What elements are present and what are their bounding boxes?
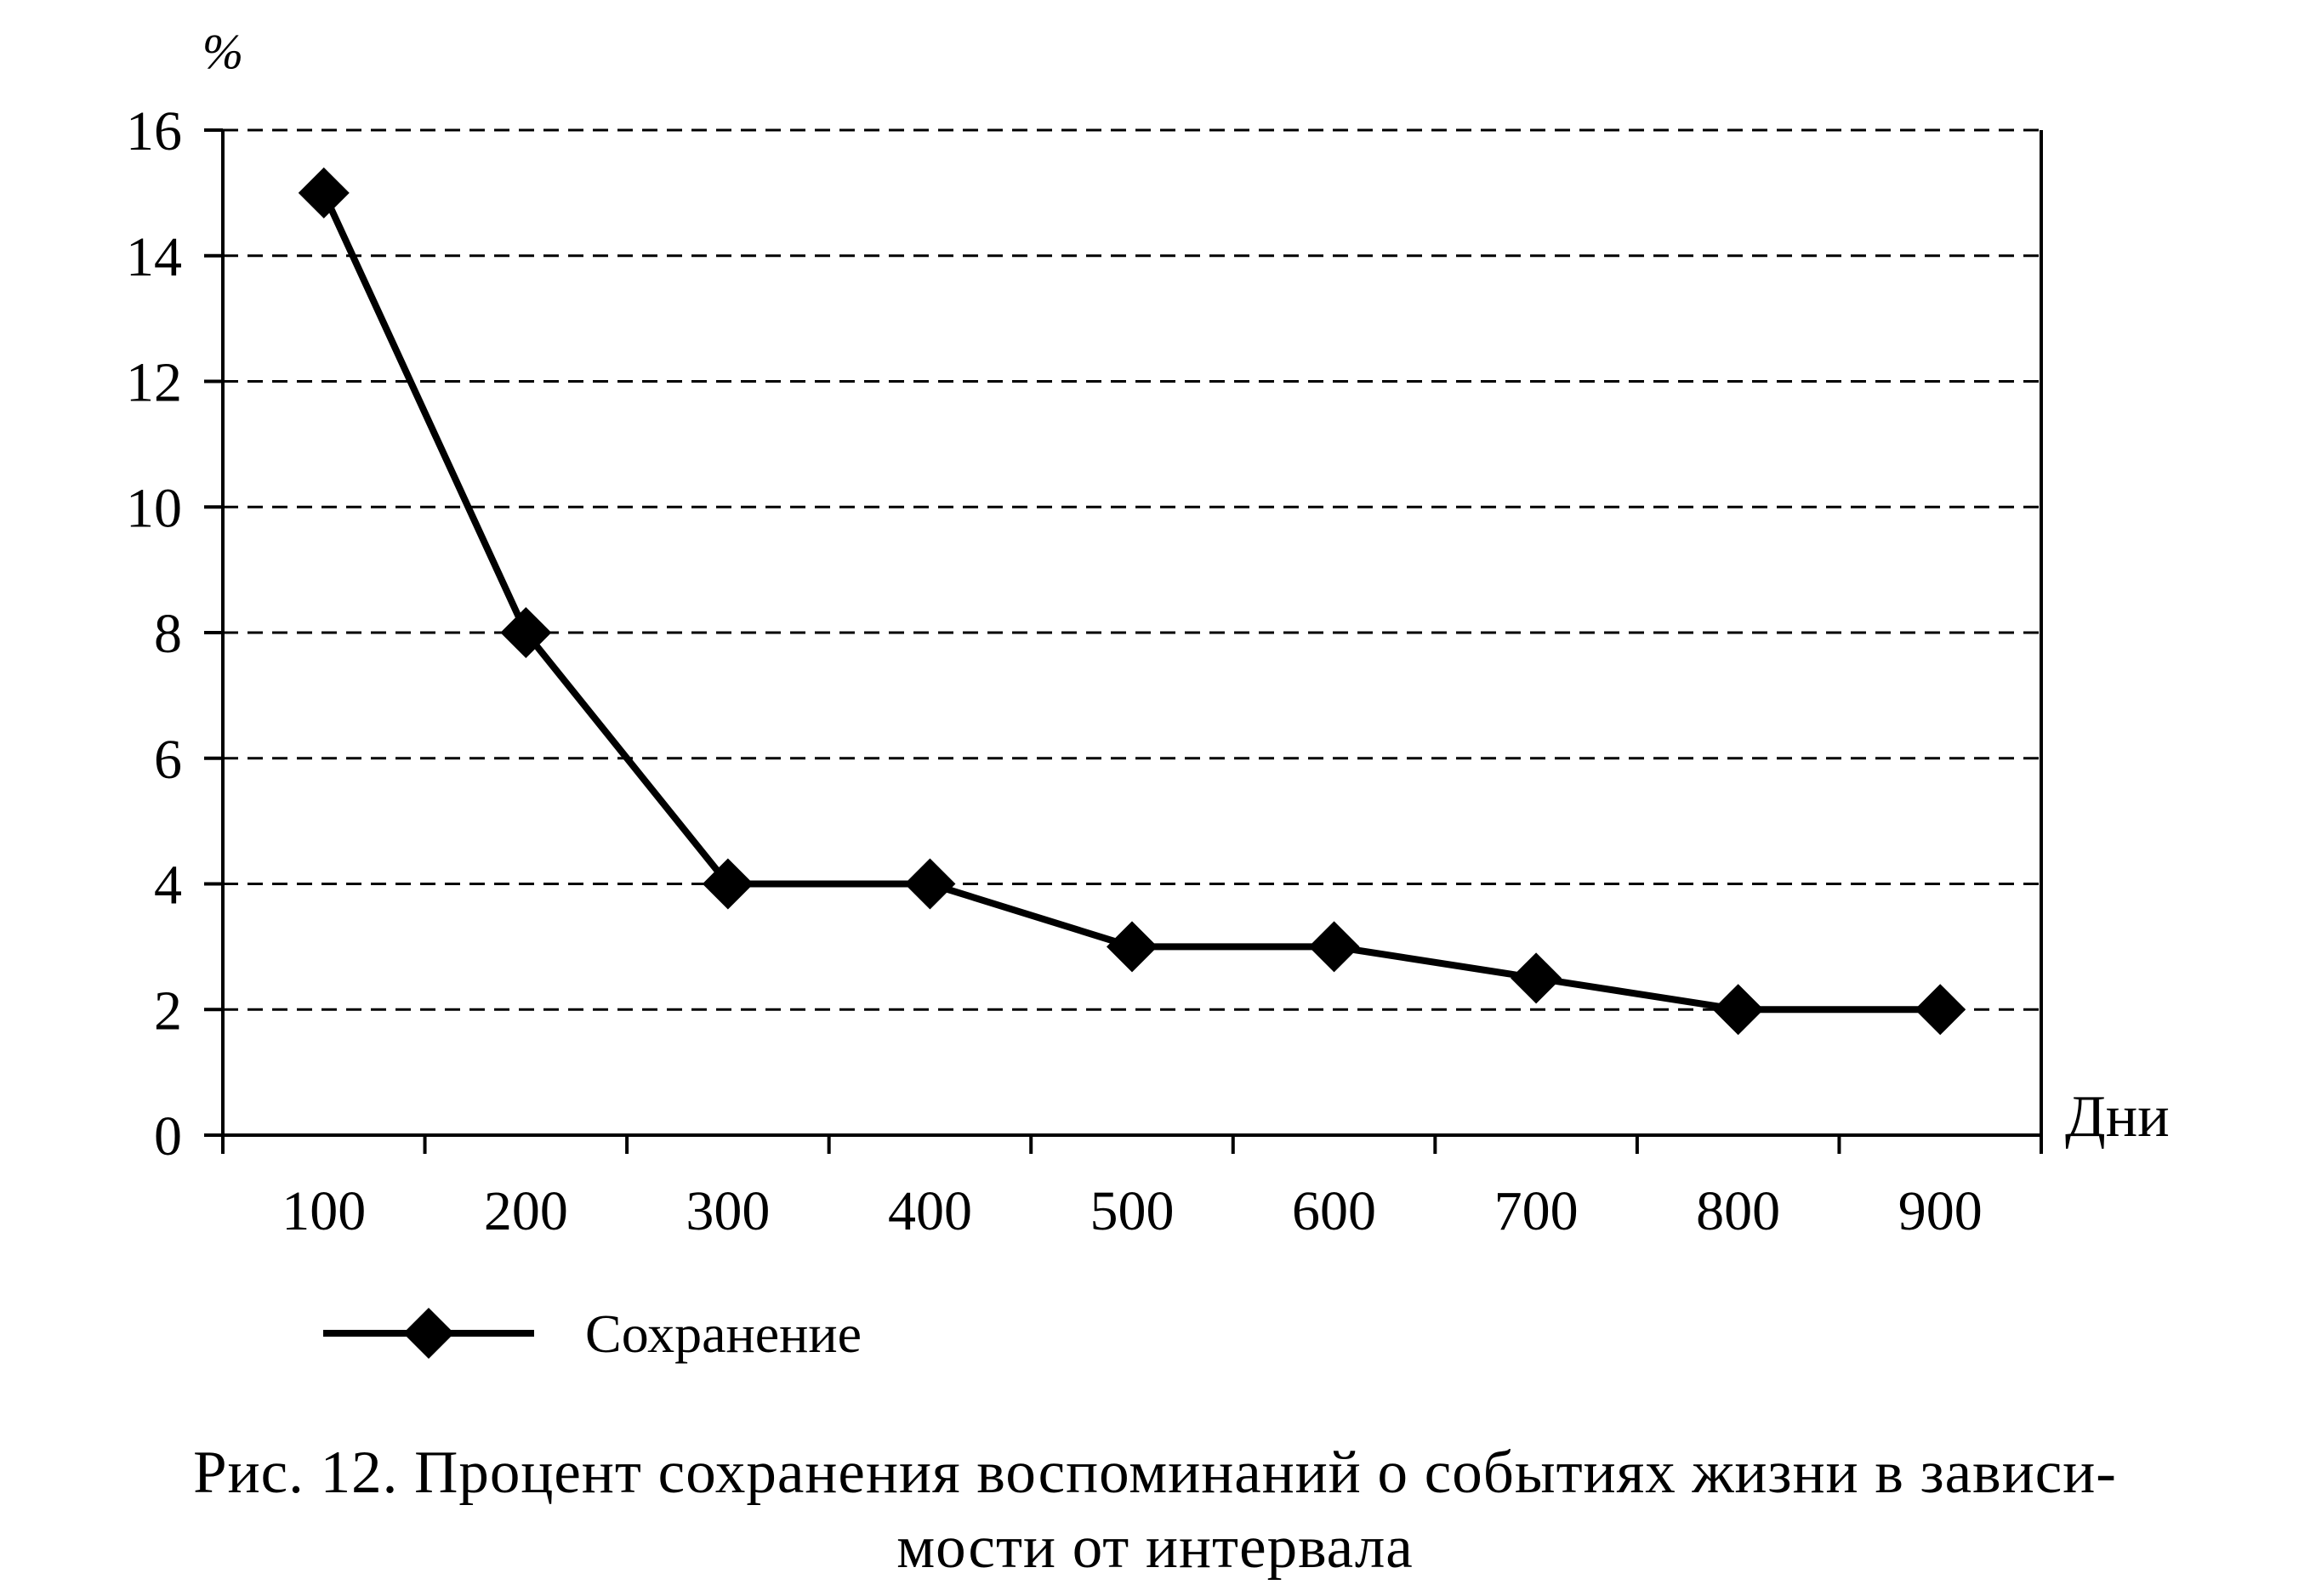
legend: Сохранение: [323, 1303, 862, 1364]
series-line: [321, 191, 1941, 1014]
data-point-200: [500, 607, 552, 658]
data-point-100: [298, 167, 350, 219]
y-tick-label-4: 4: [154, 855, 182, 917]
y-tick-label-0: 0: [154, 1105, 182, 1167]
y-tick-label-14: 14: [126, 226, 182, 288]
x-tick-label-800: 800: [1696, 1180, 1780, 1242]
data-point-500: [1107, 921, 1158, 973]
axis-labels: 0 2 4 6 8 10 12 14 16 100 200 300 400 500 600 700 800 900…: [126, 24, 2170, 1242]
data-point-700: [1511, 952, 1562, 1004]
data-point-800: [1712, 984, 1764, 1036]
y-tick-label-2: 2: [154, 980, 182, 1042]
data-point-400: [904, 858, 956, 910]
y-tick-label-12: 12: [126, 352, 182, 414]
y-tick-label-6: 6: [154, 729, 182, 791]
x-tick-label-400: 400: [888, 1180, 972, 1242]
caption-line-1: Рис. 12. Процент сохранения воспоминаний…: [193, 1440, 2117, 1506]
data-point-600: [1308, 921, 1360, 973]
x-tick-label-900: 900: [1898, 1180, 1983, 1242]
y-tick-label-10: 10: [126, 477, 182, 539]
x-tick-label-600: 600: [1292, 1180, 1376, 1242]
caption-line-2: мости от интервала: [896, 1514, 1414, 1581]
x-tick-label-500: 500: [1090, 1180, 1175, 1242]
x-axis-label: Дни: [2065, 1084, 2170, 1150]
data-point-900: [1915, 984, 1966, 1036]
x-tick-label-700: 700: [1494, 1180, 1579, 1242]
axes: [204, 128, 2043, 1154]
legend-label: Сохранение: [585, 1303, 862, 1364]
legend-diamond-marker: [403, 1308, 454, 1359]
y-tick-label-16: 16: [126, 100, 182, 162]
data-series: [298, 167, 1966, 1036]
y-tick-label-8: 8: [154, 603, 182, 665]
y-axis-label: %: [202, 24, 243, 79]
x-tick-label-200: 200: [484, 1180, 568, 1242]
x-tick-label-100: 100: [282, 1180, 366, 1242]
data-point-300: [702, 858, 754, 910]
figure-caption: Рис. 12. Процент сохранения воспоминаний…: [0, 1435, 2310, 1585]
x-tick-label-300: 300: [686, 1180, 770, 1242]
